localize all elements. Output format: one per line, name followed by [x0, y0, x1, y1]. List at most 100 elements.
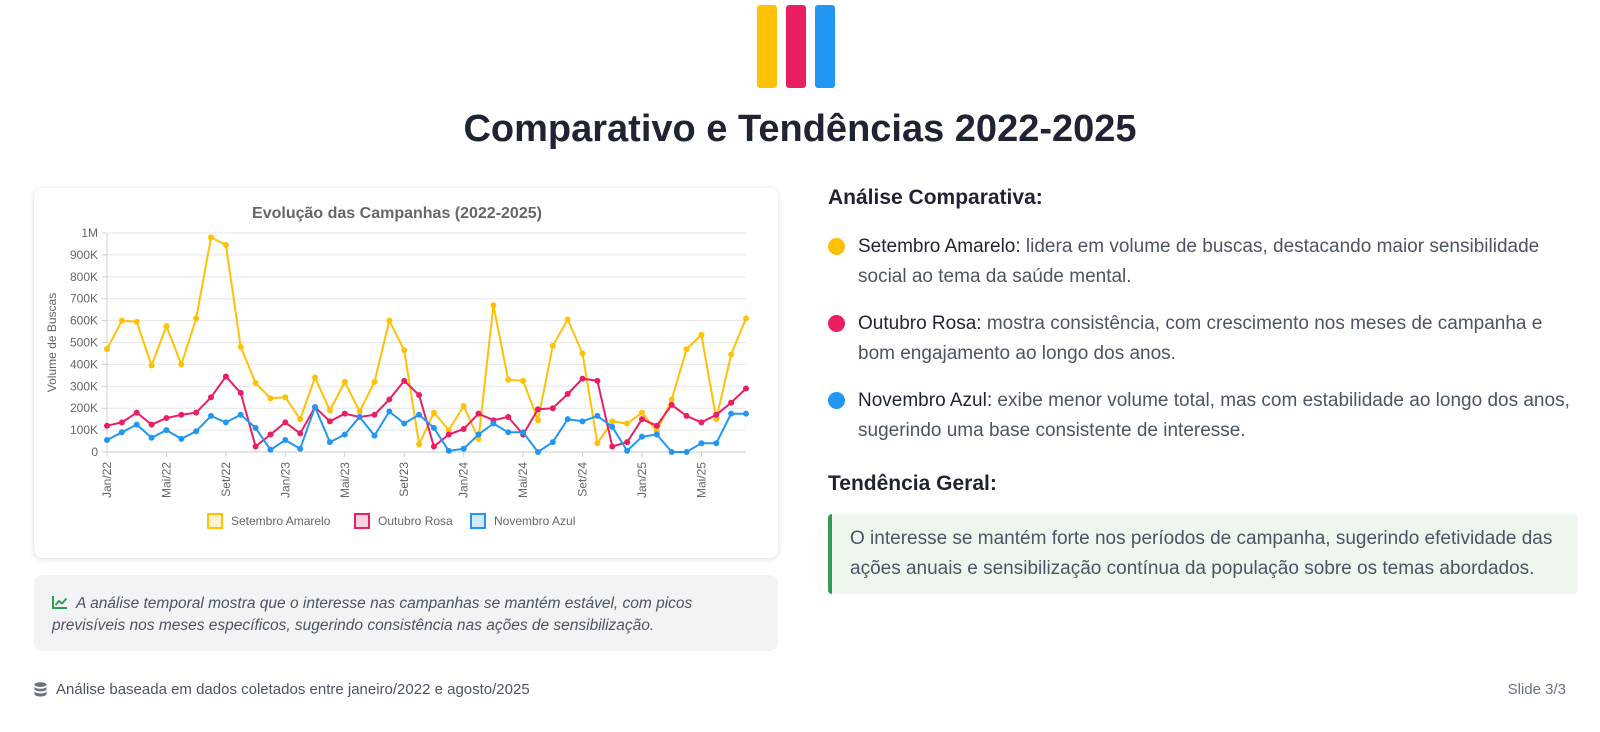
x-tick-label: Jan/25	[635, 462, 649, 498]
data-point-setembro-amarelo	[371, 378, 378, 385]
data-point-setembro-amarelo	[104, 346, 110, 353]
data-point-outubro-rosa	[267, 431, 274, 438]
data-point-novembro-azul	[386, 408, 393, 415]
data-point-outubro-rosa	[193, 409, 200, 416]
y-tick-label: 200K	[70, 401, 98, 415]
data-point-outubro-rosa	[564, 390, 571, 397]
y-tick-label: 500K	[70, 336, 98, 350]
data-point-setembro-amarelo	[356, 408, 363, 415]
awareness-ribbons-logo	[757, 5, 835, 88]
legend-swatch	[207, 513, 223, 529]
data-point-outubro-rosa	[386, 396, 393, 403]
data-point-novembro-azul	[312, 404, 319, 411]
y-tick-label: 600K	[70, 314, 98, 328]
data-point-novembro-azul	[609, 423, 616, 430]
data-point-outubro-rosa	[445, 431, 452, 438]
data-point-outubro-rosa	[609, 443, 616, 450]
data-point-outubro-rosa	[549, 405, 556, 412]
data-point-novembro-azul	[356, 413, 363, 420]
data-point-setembro-amarelo	[743, 315, 749, 322]
list-item: Setembro Amarelo: lidera em volume de bu…	[828, 232, 1578, 292]
data-point-novembro-azul	[653, 431, 660, 438]
y-tick-label: 300K	[70, 379, 98, 393]
data-point-setembro-amarelo	[475, 435, 482, 442]
x-tick-label: Set/22	[219, 462, 233, 497]
data-point-setembro-amarelo	[282, 394, 289, 401]
data-point-setembro-amarelo	[638, 409, 645, 416]
data-point-outubro-rosa	[460, 426, 467, 433]
data-point-novembro-azul	[445, 447, 452, 454]
data-point-setembro-amarelo	[252, 380, 259, 387]
data-point-setembro-amarelo	[148, 362, 155, 369]
data-point-novembro-azul	[237, 411, 244, 418]
data-point-setembro-amarelo	[534, 417, 541, 424]
data-point-outubro-rosa	[505, 413, 512, 420]
data-point-novembro-azul	[743, 410, 749, 417]
data-point-outubro-rosa	[653, 422, 660, 429]
data-point-novembro-azul	[668, 449, 675, 455]
insight-note: A análise temporal mostra que o interess…	[34, 575, 778, 651]
data-point-outubro-rosa	[401, 377, 408, 384]
campaign-description: exibe menor volume total, mas com estabi…	[858, 390, 1570, 441]
x-tick-label: Jan/23	[278, 462, 292, 498]
legend-swatch	[470, 513, 486, 529]
data-point-novembro-azul	[267, 446, 274, 453]
data-point-outubro-rosa	[683, 412, 690, 419]
data-point-setembro-amarelo	[416, 441, 423, 448]
data-point-outubro-rosa	[638, 416, 645, 423]
data-point-outubro-rosa	[163, 415, 170, 422]
data-point-novembro-azul	[579, 418, 586, 425]
data-point-setembro-amarelo	[178, 361, 185, 368]
blue-dot-icon	[828, 392, 845, 409]
data-point-outubro-rosa	[475, 410, 482, 417]
data-point-outubro-rosa	[698, 419, 705, 426]
data-point-novembro-azul	[416, 411, 423, 418]
data-point-novembro-azul	[638, 433, 645, 440]
data-point-setembro-amarelo	[668, 396, 675, 403]
data-point-outubro-rosa	[133, 409, 140, 416]
data-point-novembro-azul	[371, 432, 378, 439]
insight-text: A análise temporal mostra que o interess…	[52, 595, 693, 634]
data-point-setembro-amarelo	[297, 416, 304, 423]
data-point-outubro-rosa	[118, 419, 125, 426]
logo-bar-pink	[786, 5, 806, 88]
data-point-novembro-azul	[222, 419, 229, 426]
data-point-outubro-rosa	[341, 410, 348, 417]
data-point-novembro-azul	[297, 445, 304, 452]
x-tick-label: Mai/23	[338, 462, 352, 498]
campaign-name: Setembro Amarelo:	[858, 236, 1021, 257]
data-point-outubro-rosa	[178, 411, 185, 418]
y-tick-label: 100K	[70, 423, 98, 437]
y-tick-label: 0	[91, 445, 98, 459]
data-point-outubro-rosa	[282, 419, 289, 426]
data-point-novembro-azul	[698, 440, 705, 447]
data-point-novembro-azul	[728, 410, 735, 417]
data-point-setembro-amarelo	[208, 234, 215, 241]
data-point-novembro-azul	[282, 436, 289, 443]
page-title: Comparativo e Tendências 2022-2025	[463, 108, 1137, 150]
x-tick-label: Set/23	[397, 462, 411, 497]
data-point-novembro-azul	[520, 429, 527, 436]
data-point-novembro-azul	[133, 421, 140, 428]
trend-heading: Tendência Geral:	[828, 472, 997, 495]
data-point-novembro-azul	[193, 428, 200, 435]
series-line-setembro-amarelo	[106, 236, 747, 446]
data-point-novembro-azul	[624, 447, 631, 454]
data-point-outubro-rosa	[326, 418, 333, 425]
list-item: Novembro Azul: exibe menor volume total,…	[828, 386, 1578, 446]
x-tick-label: Jan/24	[457, 462, 471, 498]
data-point-outubro-rosa	[728, 399, 735, 406]
data-point-novembro-azul	[549, 439, 556, 446]
data-point-outubro-rosa	[104, 422, 110, 429]
legend-label: Outubro Rosa	[378, 514, 453, 528]
data-point-outubro-rosa	[624, 439, 631, 446]
data-point-outubro-rosa	[371, 411, 378, 418]
data-point-setembro-amarelo	[490, 302, 497, 309]
data-point-setembro-amarelo	[520, 377, 527, 384]
data-point-setembro-amarelo	[326, 407, 333, 414]
legend-label: Setembro Amarelo	[231, 514, 331, 528]
data-point-outubro-rosa	[252, 443, 259, 450]
data-point-novembro-azul	[118, 429, 125, 436]
legend-label: Novembro Azul	[494, 514, 575, 528]
campaign-name: Outubro Rosa:	[858, 313, 982, 334]
